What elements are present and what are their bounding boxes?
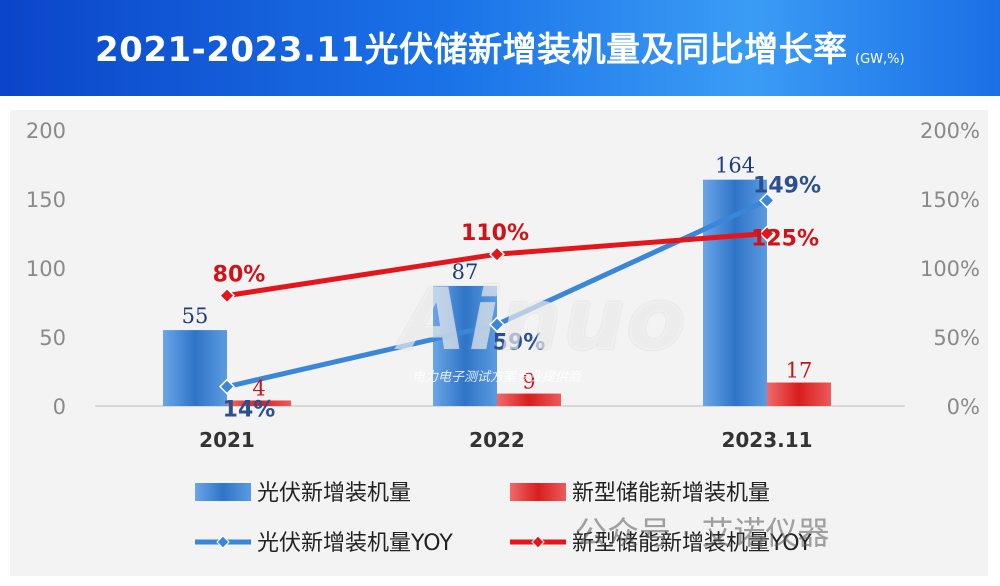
legend-label: 新型储能新增装机量YOY	[572, 531, 812, 556]
legend-marker	[531, 535, 545, 549]
line-point-marker	[488, 246, 506, 263]
y-left-tick-label: 100	[26, 257, 66, 281]
legend-swatch	[510, 483, 566, 501]
bar	[767, 382, 831, 406]
line-point-marker	[758, 192, 776, 209]
x-tick-label: 2023.11	[721, 428, 812, 452]
x-tick-label: 2022	[469, 428, 525, 452]
bar-data-label: 17	[786, 359, 813, 383]
bar	[433, 285, 497, 406]
bar-data-label: 4	[252, 376, 265, 400]
line-data-label: 149%	[753, 173, 821, 198]
line-point-marker	[218, 287, 236, 304]
bar-data-label: 87	[452, 260, 479, 284]
line-point-marker	[758, 225, 776, 242]
legend-label: 光伏新增装机量	[257, 481, 411, 506]
legend-label: 新型储能新增装机量	[572, 481, 770, 506]
legend-label: 光伏新增装机量YOY	[257, 531, 453, 556]
y-right-tick-label: 50%	[933, 326, 980, 350]
line-point-marker	[218, 378, 236, 395]
bars-layer	[163, 179, 831, 406]
y-left-tick-label: 50	[39, 326, 66, 350]
y-right-tick-label: 0%	[947, 395, 980, 419]
line-point-marker	[488, 316, 506, 333]
y-left-tick-label: 200	[26, 119, 66, 143]
bar	[163, 330, 227, 406]
line-data-label: 110%	[461, 221, 529, 246]
bar	[497, 393, 561, 406]
line-data-label: 59%	[493, 331, 546, 356]
bar-data-label: 164	[715, 154, 755, 178]
lines-layer	[218, 192, 776, 395]
bar-data-label: 9	[522, 370, 535, 394]
line-data-label: 14%	[223, 398, 276, 423]
chart-title: 2021-2023.11光伏储新增装机量及同比增长率	[95, 30, 848, 70]
y-left-tick-label: 150	[26, 188, 66, 212]
y-right-tick-label: 100%	[920, 257, 980, 281]
chart-unit: (GW,%)	[855, 52, 905, 67]
y-right-tick-label: 200%	[920, 119, 980, 143]
legend-marker	[216, 535, 230, 549]
y-right-tick-label: 150%	[920, 188, 980, 212]
brand-text: 公众号 · 艾诺仪器	[575, 514, 830, 552]
labels-layer: 55 87 164 4 9 17 14% 59% 149% 80% 110% 125%	[182, 154, 821, 423]
title-banner: 2021-2023.11光伏储新增装机量及同比增长率 (GW,%)	[0, 0, 1000, 96]
x-tick-label: 2021	[199, 428, 255, 452]
bar-data-label: 55	[182, 304, 209, 328]
line-data-label: 125%	[751, 227, 819, 252]
y-left-tick-label: 0	[53, 395, 66, 419]
legend-swatch	[195, 483, 251, 501]
bar	[227, 400, 291, 406]
line-data-label: 80%	[213, 263, 266, 288]
